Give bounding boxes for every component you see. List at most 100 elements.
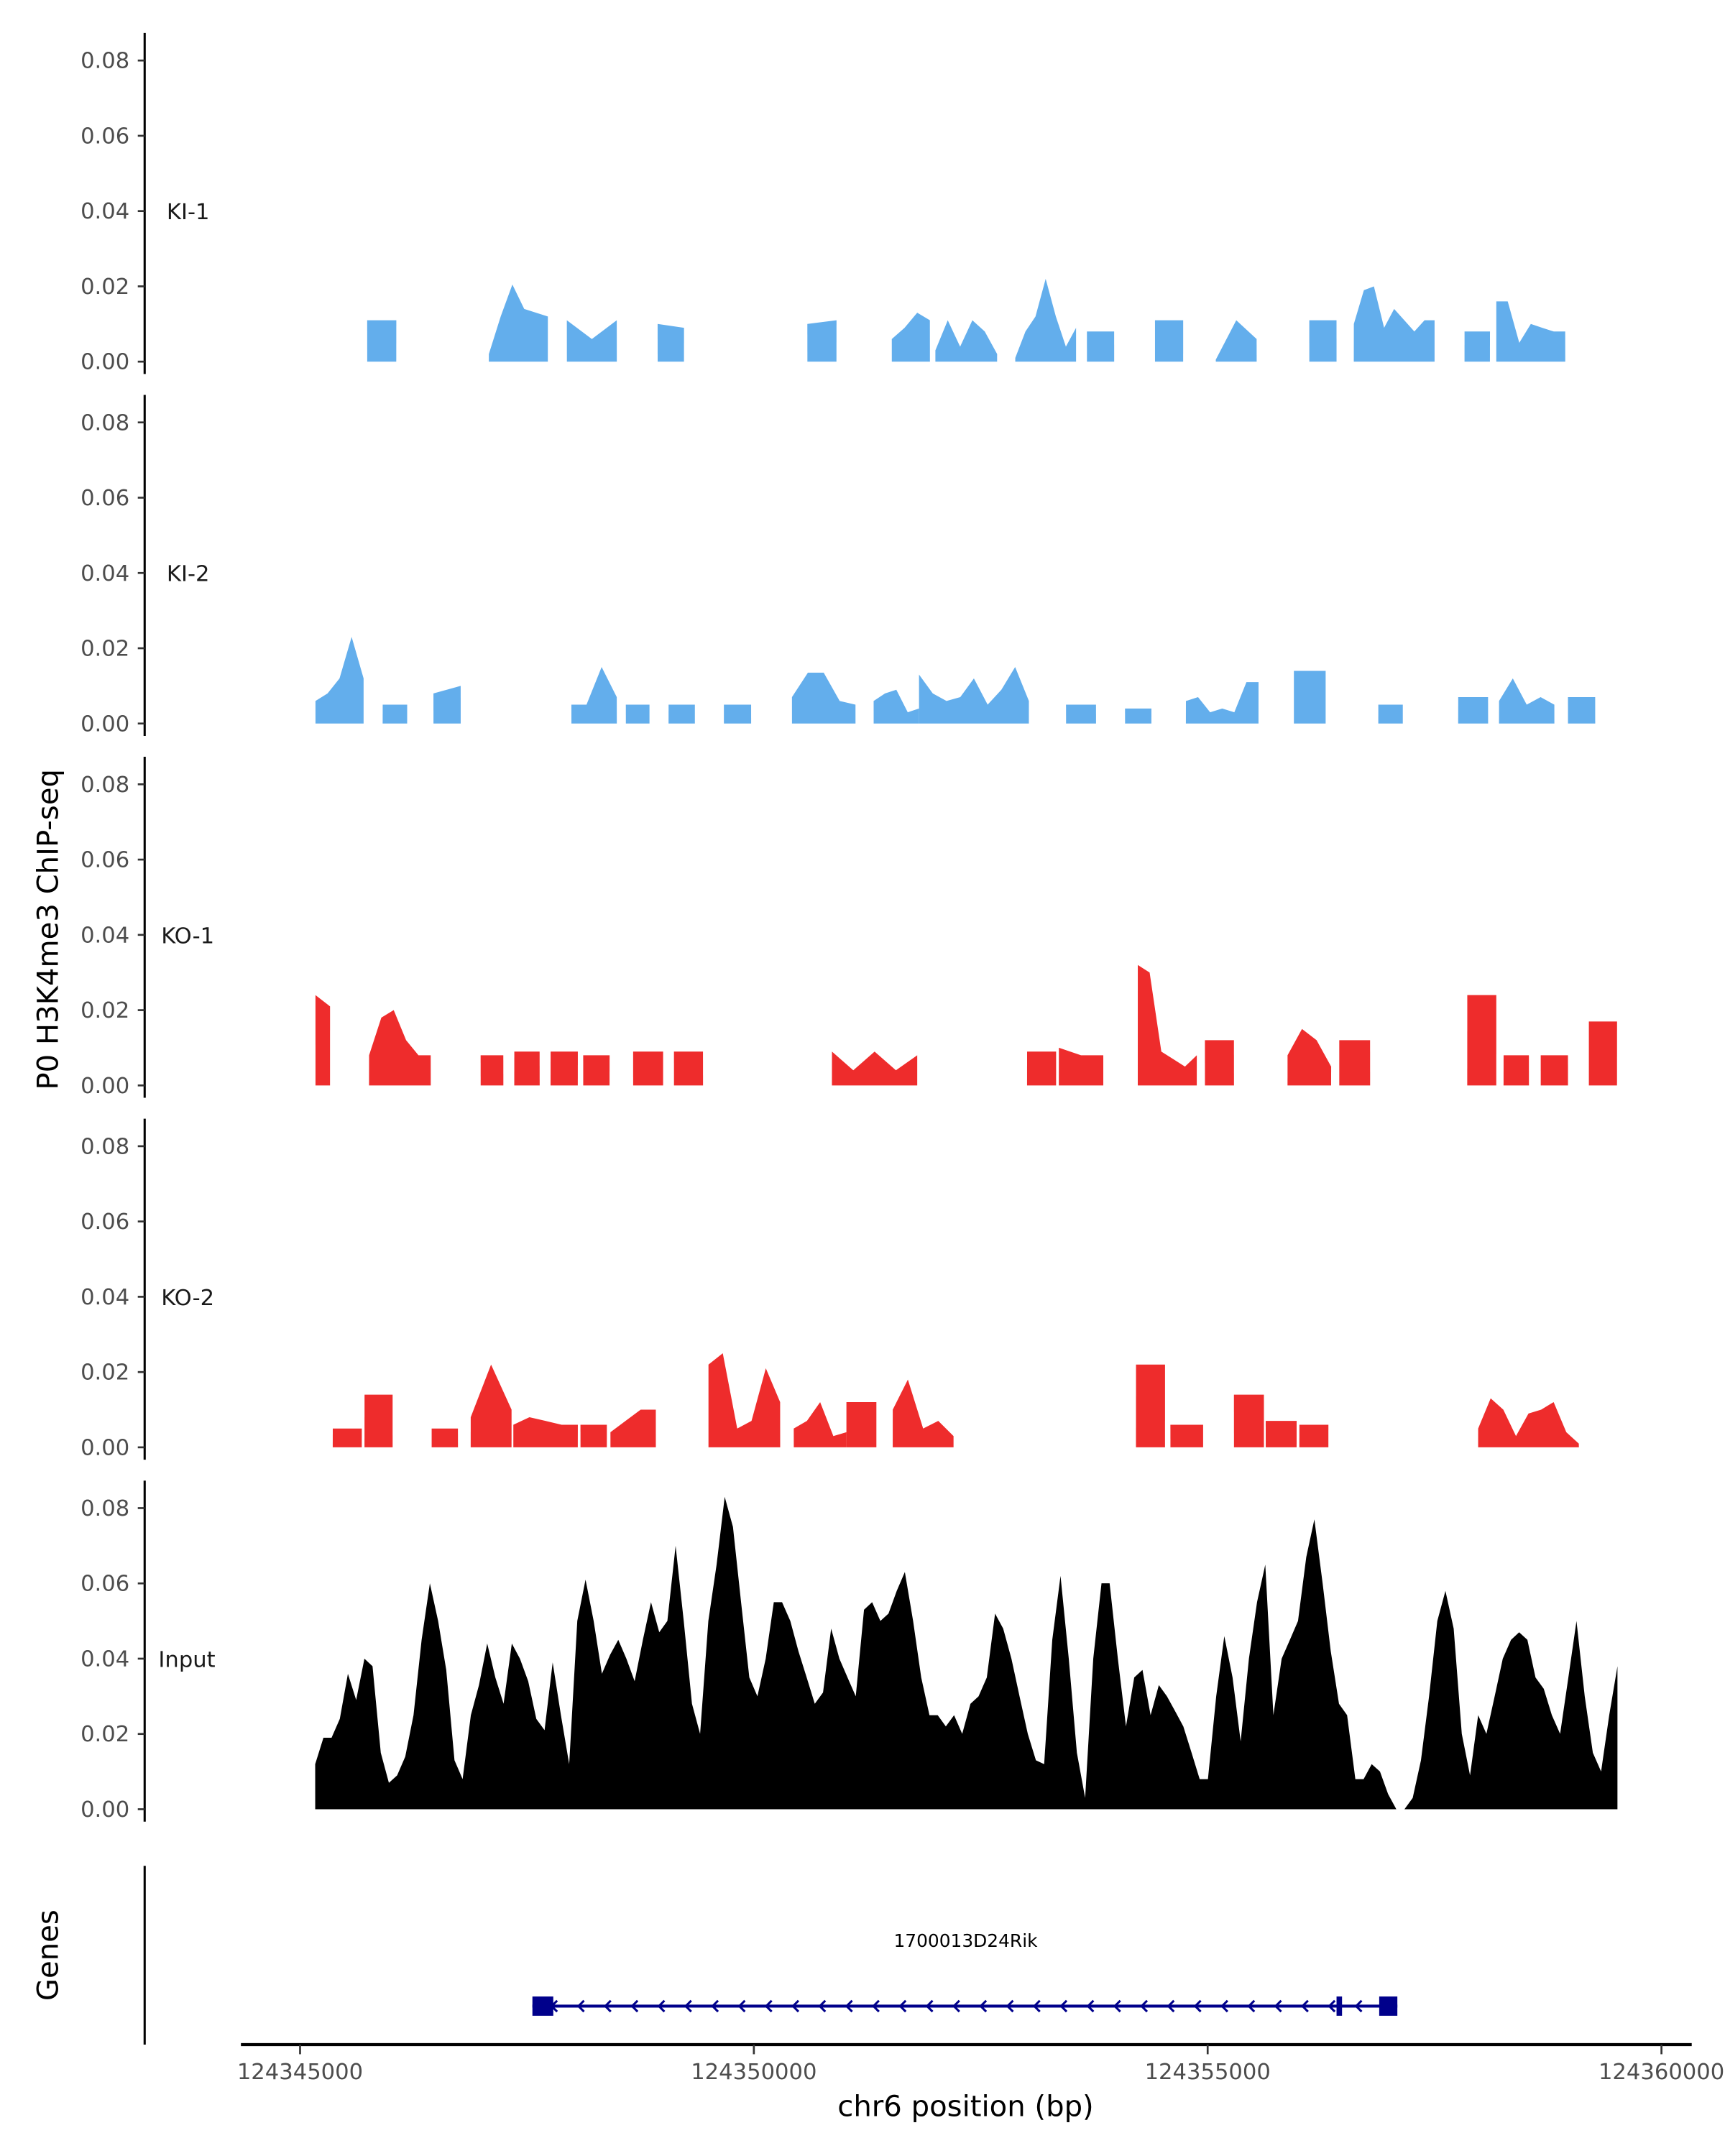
peak-area	[794, 1401, 847, 1447]
y-tick-label: 0.00	[80, 350, 129, 375]
peak-area	[673, 1051, 704, 1086]
peak-area	[832, 1051, 918, 1086]
strand-arrow-icon	[1193, 1999, 1202, 2013]
y-tick-label: 0.02	[80, 637, 129, 662]
peak-area	[1066, 704, 1096, 724]
y-tick-label: 0.04	[80, 1285, 129, 1310]
peak-area	[1458, 697, 1489, 724]
strand-arrow-icon	[684, 1999, 692, 2013]
strand-arrow-icon	[1167, 1999, 1175, 2013]
peak-area	[1309, 320, 1337, 362]
peak-area	[1294, 671, 1326, 724]
y-tick-label: 0.04	[80, 1646, 129, 1672]
y-tick-label: 0.08	[80, 1134, 129, 1159]
peak-area	[489, 284, 548, 362]
y-tick-label: 0.00	[80, 1435, 129, 1460]
track-label: KI-2	[167, 562, 210, 587]
peak-area	[315, 995, 331, 1086]
x-tick-label: 124345000	[237, 2060, 363, 2085]
strand-arrow-icon	[576, 1999, 585, 2013]
strand-arrow-icon	[1220, 1999, 1228, 2013]
gene-exon	[1379, 1996, 1398, 2016]
peak-area	[1185, 682, 1259, 724]
peak-area	[1125, 708, 1151, 724]
peak-area	[1059, 1047, 1104, 1086]
peak-area	[480, 1055, 504, 1086]
peak-area	[514, 1051, 540, 1086]
peak-area	[1499, 678, 1555, 724]
y-tick-label: 0.08	[80, 1496, 129, 1521]
peak-area	[807, 320, 837, 362]
gene-label: 1700013D24Rik	[893, 1930, 1038, 1951]
peak-area	[1136, 1364, 1165, 1447]
peak-area	[1154, 320, 1184, 362]
peak-area	[1299, 1424, 1329, 1447]
y-tick-label: 0.06	[80, 124, 129, 149]
peak-area	[610, 1409, 656, 1447]
track-ki-2: 0.00 0.02 0.04 0.06 0.08 KI-2	[80, 395, 1596, 737]
strand-arrow-icon	[1032, 1999, 1041, 2013]
peak-area	[1496, 301, 1565, 362]
x-tick-label: 124350000	[691, 2060, 816, 2085]
peak-area	[1170, 1424, 1203, 1447]
track-label: Input	[158, 1647, 215, 1672]
peak-area	[1467, 995, 1496, 1086]
peak-area	[1478, 1398, 1579, 1447]
strand-arrow-icon	[1086, 1999, 1095, 2013]
peak-area	[583, 1055, 610, 1086]
peak-area	[1015, 279, 1077, 362]
peak-area	[1339, 1040, 1371, 1086]
y-tick-label: 0.02	[80, 275, 129, 300]
strand-arrow-icon	[737, 1999, 746, 2013]
peak-area	[566, 320, 617, 362]
y-tick-label: 0.06	[80, 848, 129, 873]
y-tick-label: 0.04	[80, 923, 129, 948]
strand-arrow-icon	[1113, 1999, 1121, 2013]
y-tick-label: 0.04	[80, 199, 129, 224]
peak-area	[470, 1364, 512, 1447]
strand-arrow-icon	[872, 1999, 880, 2013]
strand-arrow-icon	[711, 1999, 719, 2013]
peak-area	[1287, 1028, 1332, 1086]
peak-area	[315, 637, 364, 724]
peak-area	[1378, 704, 1403, 724]
peak-area	[668, 704, 695, 724]
gene-exon	[1336, 1996, 1343, 2016]
peak-area	[891, 313, 930, 362]
peak-area	[1540, 1055, 1568, 1086]
peak-area	[1568, 697, 1596, 724]
peak-area	[571, 667, 617, 724]
peak-area	[846, 1401, 877, 1447]
peak-area	[580, 1424, 607, 1447]
peak-area	[873, 689, 919, 724]
track-label: KI-1	[167, 200, 210, 225]
peak-area	[1026, 1051, 1057, 1086]
strand-arrow-icon	[952, 1999, 960, 2013]
peak-area	[433, 686, 461, 724]
peak-area	[919, 667, 1029, 724]
track-ko-1: 0.00 0.02 0.04 0.06 0.08 KO-1	[80, 757, 1617, 1099]
peak-area	[724, 704, 752, 724]
strand-arrow-icon	[630, 1999, 639, 2013]
strand-arrow-icon	[1274, 1999, 1282, 2013]
y-tick-label: 0.08	[80, 49, 129, 74]
peak-area	[431, 1428, 459, 1447]
gene-exon	[532, 1996, 553, 2016]
strand-arrow-icon	[979, 1999, 988, 2013]
strand-arrow-icon	[818, 1999, 827, 2013]
y-tick-label: 0.02	[80, 1722, 129, 1747]
strand-arrow-icon	[898, 1999, 907, 2013]
y-tick-label: 0.00	[80, 711, 129, 737]
peak-area	[1233, 1394, 1264, 1447]
y-tick-label: 0.00	[80, 1797, 129, 1823]
y-tick-label: 0.02	[80, 1360, 129, 1386]
peak-area	[513, 1417, 578, 1447]
strand-arrow-icon	[1247, 1999, 1256, 2013]
peak-area	[364, 1394, 393, 1447]
x-axis-title: chr6 position (bp)	[837, 2091, 1093, 2124]
strand-arrow-icon	[764, 1999, 773, 2013]
strand-arrow-icon	[791, 1999, 800, 2013]
y-tick-label: 0.04	[80, 561, 129, 586]
